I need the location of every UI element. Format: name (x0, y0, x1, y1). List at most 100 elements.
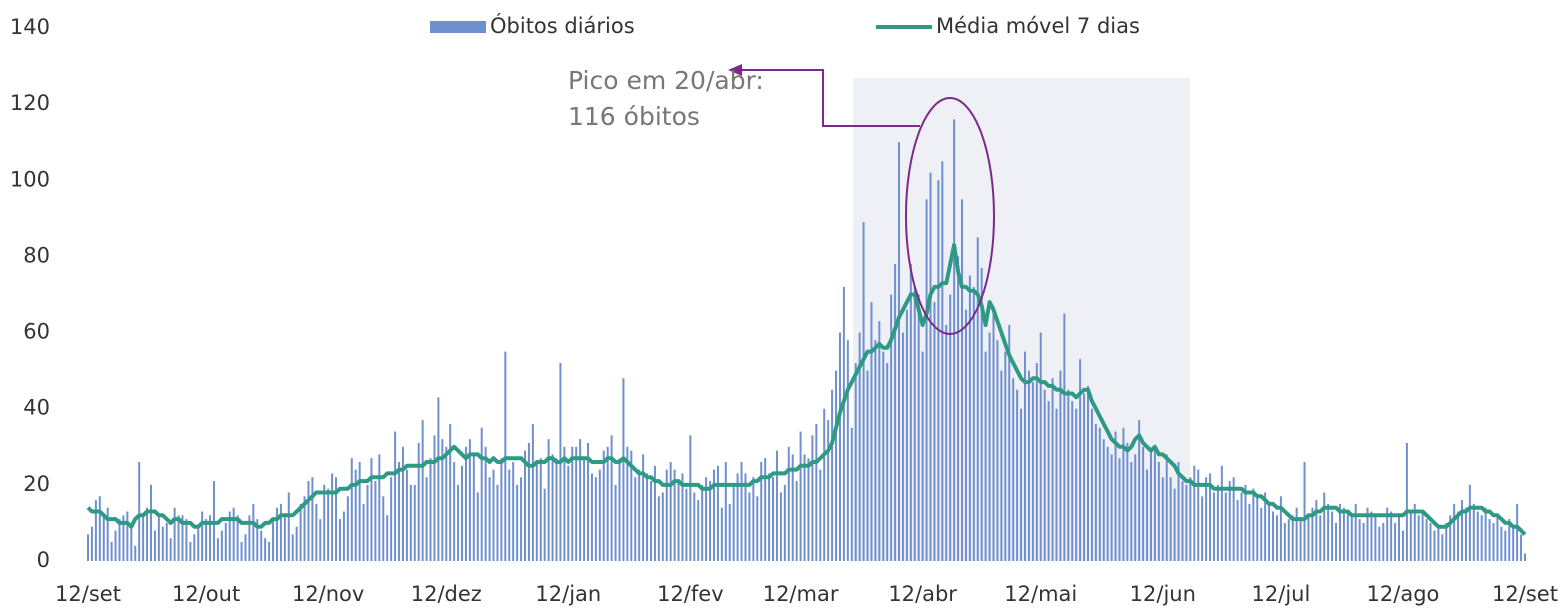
bar (1181, 481, 1184, 561)
bar (268, 541, 271, 561)
bar (244, 534, 247, 561)
bar (386, 515, 389, 561)
bar (1016, 389, 1019, 561)
bar (835, 370, 838, 561)
bar (803, 454, 806, 561)
bar (807, 458, 810, 561)
bar (232, 507, 235, 561)
bar (846, 340, 849, 561)
bar (941, 161, 944, 561)
bar (614, 484, 617, 561)
bar (189, 541, 192, 561)
bar (1189, 477, 1192, 561)
bar (720, 507, 723, 561)
bar (653, 465, 656, 561)
bar (441, 439, 444, 561)
bar (472, 454, 475, 561)
bar (1468, 484, 1471, 561)
bar (149, 484, 152, 561)
bar (850, 427, 853, 561)
bar (193, 534, 196, 561)
bar (1134, 454, 1137, 561)
bar (1110, 454, 1113, 561)
bar (1063, 313, 1066, 561)
bar (1212, 492, 1215, 561)
bar (831, 389, 834, 561)
bar (949, 294, 952, 561)
bar (110, 541, 113, 561)
bar (1244, 484, 1247, 561)
bar (346, 496, 349, 561)
bar (161, 526, 164, 561)
bar (1173, 488, 1176, 561)
bar (1256, 496, 1259, 561)
bar (1008, 324, 1011, 561)
bar (1059, 370, 1062, 561)
x-tick-label: 12/dez (411, 582, 482, 606)
bar (287, 492, 290, 561)
bar (181, 515, 184, 561)
bar (1524, 553, 1526, 561)
annotation: Pico em 20/abr: (568, 66, 764, 95)
bar (1075, 408, 1078, 561)
bar (224, 522, 227, 561)
bar (799, 431, 802, 561)
bar (1083, 393, 1086, 561)
bar (157, 515, 160, 561)
bar (858, 332, 861, 561)
bar (1520, 534, 1523, 561)
bar (508, 469, 511, 561)
bar (744, 473, 747, 561)
bar (275, 507, 278, 561)
bar (1118, 458, 1121, 561)
bar (122, 515, 125, 561)
bar (972, 286, 975, 561)
moving-average-line (86, 243, 1527, 536)
bar (571, 446, 574, 561)
bar (1441, 534, 1444, 561)
bar (205, 519, 208, 561)
bar (260, 530, 263, 561)
bar (476, 492, 479, 561)
bar (1197, 469, 1200, 561)
bar (1224, 492, 1227, 561)
bar (1236, 500, 1239, 561)
bar (677, 481, 680, 561)
annotation-arrow (740, 69, 920, 127)
bar (354, 469, 357, 561)
bar (1260, 507, 1263, 561)
bar (1024, 351, 1027, 561)
bar (1496, 515, 1499, 561)
bar (350, 458, 353, 561)
bar (1311, 507, 1314, 561)
bar (1315, 500, 1318, 561)
bar (102, 515, 105, 561)
bar (827, 420, 830, 561)
bar (1421, 511, 1424, 561)
bar (1027, 370, 1030, 561)
bar (153, 530, 156, 561)
bar (665, 469, 668, 561)
bar (209, 515, 212, 561)
bar (480, 427, 483, 561)
bar (527, 442, 530, 561)
bar (1106, 446, 1109, 561)
bar (374, 481, 377, 561)
bar (925, 199, 928, 562)
x-tick-label: 12/set (1492, 582, 1558, 606)
y-tick-label: 140 (10, 15, 50, 39)
bar (1488, 519, 1491, 561)
bar (976, 237, 979, 561)
bar (279, 503, 282, 561)
bar (957, 256, 960, 561)
bar (1142, 446, 1145, 561)
bar (1295, 507, 1298, 561)
bar (1035, 363, 1038, 561)
bar (681, 473, 684, 561)
bar (594, 477, 597, 561)
x-tick-label: 12/mar (763, 582, 839, 606)
bar (142, 515, 145, 561)
x-tick-label: 12/jul (1252, 582, 1311, 606)
bar (1161, 477, 1164, 561)
x-tick-label: 12/abr (888, 582, 957, 606)
